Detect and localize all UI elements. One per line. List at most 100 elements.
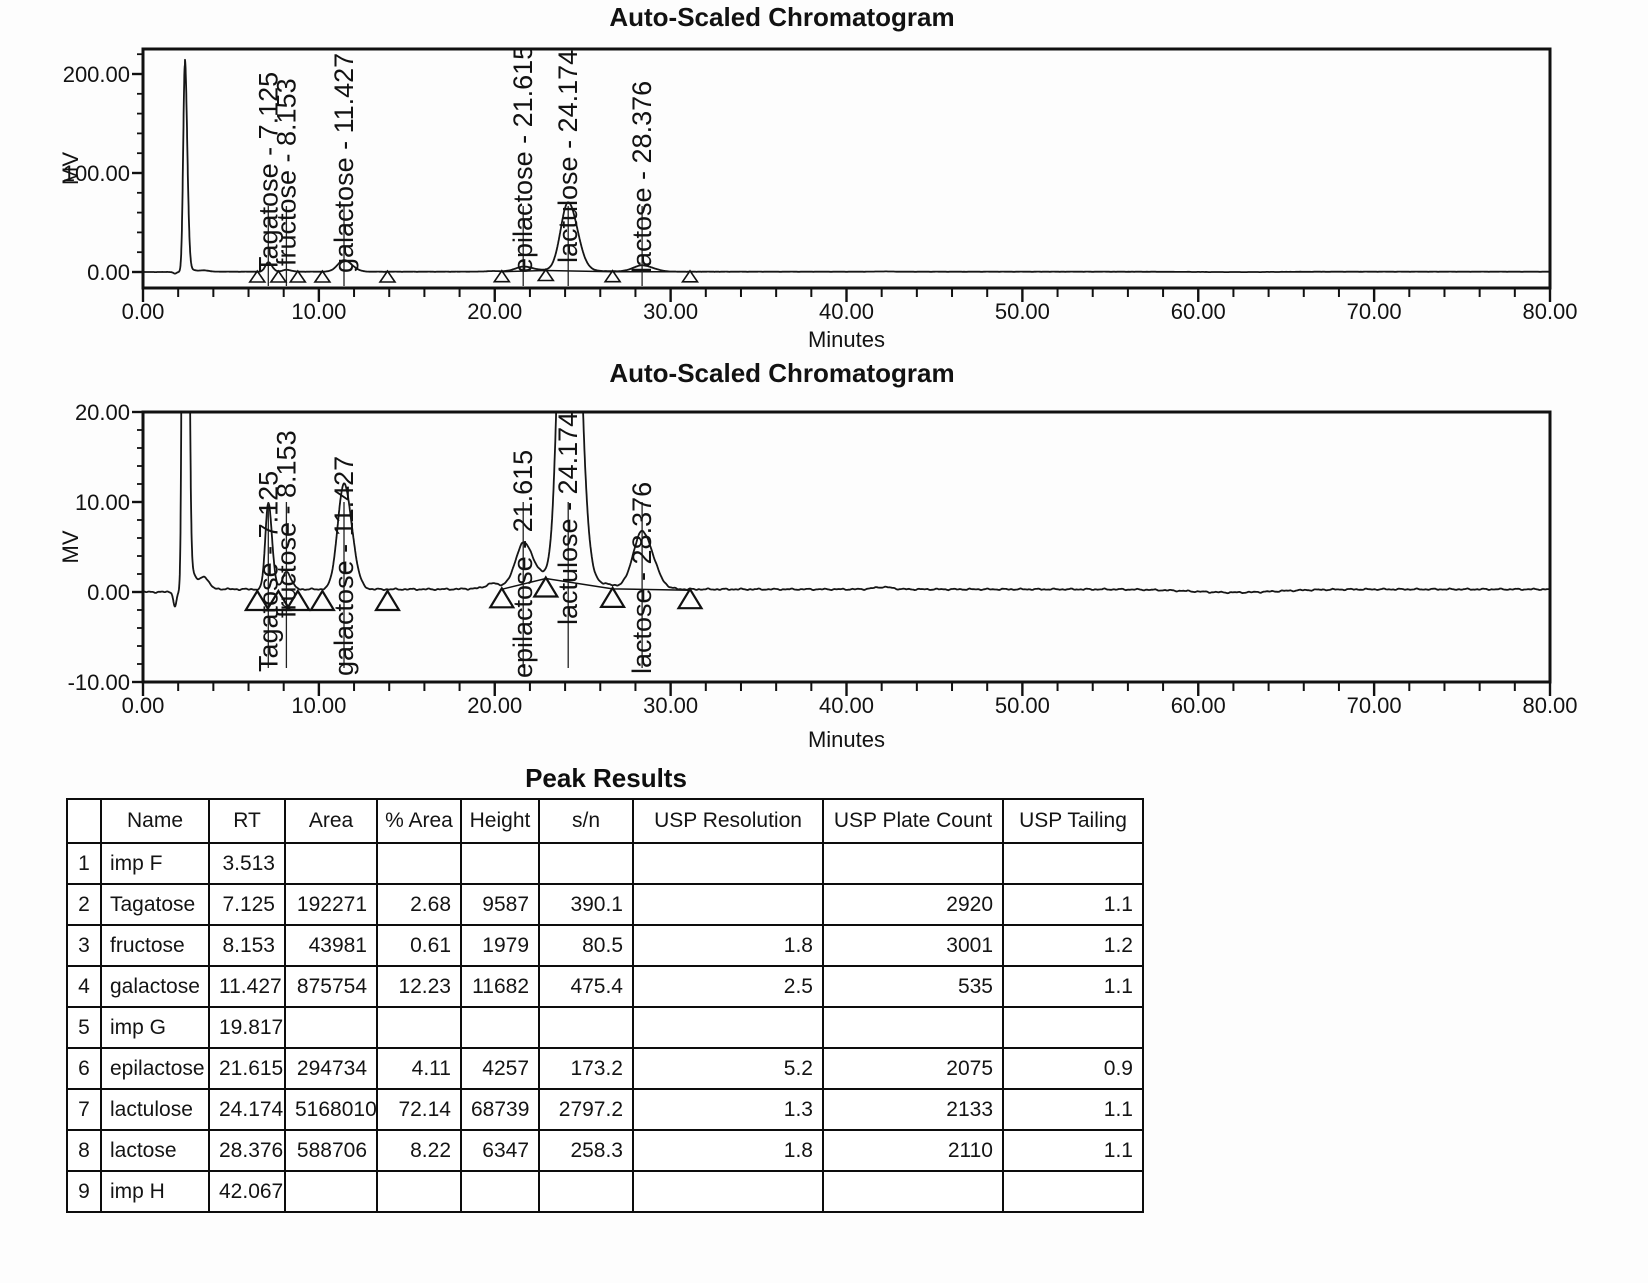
column-header: USP Tailing [1002, 798, 1144, 844]
peak-value-cell: 535 [822, 965, 1004, 1008]
peak-results-section: Peak Results Name RT Area% Area Height s/n US… [66, 764, 1146, 1213]
peak-value-cell: 1.8 [632, 1129, 824, 1172]
column-header: USP Plate Count [822, 798, 1004, 844]
peak-value-cell: 2920 [822, 883, 1004, 926]
peak-number-cell: 9 [66, 1170, 102, 1213]
plot-frame [141, 47, 1552, 290]
peak-value-cell: 8.153 [208, 924, 286, 967]
peak-value-cell [376, 842, 462, 885]
peak-value-cell: 1.8 [632, 924, 824, 967]
peak-value-cell: 5.2 [632, 1047, 824, 1090]
peak-value-cell: 1.1 [1002, 1129, 1144, 1172]
x-tick-label: 30.00 [643, 693, 698, 718]
y-tick-label: 20.00 [75, 400, 130, 425]
integration-mark-icon [284, 588, 312, 612]
column-header: USP Resolution [632, 798, 824, 844]
peak-value-cell: lactulose [100, 1088, 210, 1131]
integration-mark-icon [313, 269, 332, 283]
peak-value-cell [822, 1006, 1004, 1049]
peak-value-cell: 1.2 [1002, 924, 1144, 967]
peak-value-cell: 72.14 [376, 1088, 462, 1131]
peak-results-title: Peak Results [525, 763, 687, 793]
chromatogram-trace [143, 412, 1550, 608]
table-row: 7 lactulose 24.174 5168010 72.14 68739 2797.2 1… [66, 1088, 1144, 1131]
integration-mark-icon [269, 269, 288, 283]
peak-value-cell [460, 1170, 540, 1213]
x-tick-label: 0.00 [122, 693, 165, 718]
peak-value-cell: 1.3 [632, 1088, 824, 1131]
peak-value-cell: 1.1 [1002, 883, 1144, 926]
table-row: 1 imp F 3.513 [66, 842, 1144, 885]
x-tick-label: 70.00 [1347, 299, 1402, 324]
x-tick-label: 20.00 [467, 693, 522, 718]
chromatogram-trace [143, 58, 1550, 275]
integration-mark-icon [488, 586, 516, 609]
peak-value-cell [460, 842, 540, 885]
peak-value-cell [632, 1006, 824, 1049]
peak-value-cell [1002, 1170, 1144, 1213]
peak-label: lactulose - 24.174 [553, 50, 583, 263]
y-tick-label: 0.00 [87, 260, 130, 285]
chromatogram-charts: Auto-Scaled Chromatogram 0.00 10.00 20.00 30… [58, 2, 1578, 752]
peak-value-cell: Tagatose [100, 883, 210, 926]
peak-number-cell: 7 [66, 1088, 102, 1131]
peak-number-cell: 8 [66, 1129, 102, 1172]
column-header: s/n [538, 798, 634, 844]
x-tick-label: 40.00 [819, 693, 874, 718]
peak-value-cell: 42.067 [208, 1170, 286, 1213]
x-tick-label: 80.00 [1522, 693, 1577, 718]
peak-number-cell: 6 [66, 1047, 102, 1090]
plot-frame [141, 410, 1552, 684]
y-tick-label: 0.00 [87, 580, 130, 605]
x-tick-label: 50.00 [995, 299, 1050, 324]
x-tick-label: 20.00 [467, 299, 522, 324]
integration-mark-icon [243, 588, 271, 612]
integration-mark-icon [288, 269, 307, 283]
peak-value-cell: 2110 [822, 1129, 1004, 1172]
peak-value-cell: imp F [100, 842, 210, 885]
x-axis-label: Minutes [808, 327, 885, 352]
x-tick-label: 10.00 [291, 299, 346, 324]
peak-value-cell: 21.615 [208, 1047, 286, 1090]
peak-value-cell: 390.1 [538, 883, 634, 926]
peak-value-cell [632, 842, 824, 885]
column-header: Height [460, 798, 540, 844]
peak-value-cell: 2797.2 [538, 1088, 634, 1131]
x-tick-label: 40.00 [819, 299, 874, 324]
peak-value-cell: 2133 [822, 1088, 1004, 1131]
peak-label: lactose - 28.376 [627, 81, 657, 273]
peak-value-cell: 8.22 [376, 1129, 462, 1172]
peak-number-cell: 5 [66, 1006, 102, 1049]
peak-value-cell [822, 1170, 1004, 1213]
y-axis-label: MV [58, 152, 83, 185]
x-tick-label: 10.00 [291, 693, 346, 718]
peak-label: epilactose - 21.615 [508, 45, 538, 273]
column-header [66, 798, 102, 844]
axis-ticks [132, 53, 1552, 302]
column-header: Area [284, 798, 378, 844]
peak-value-cell [538, 1006, 634, 1049]
peak-label: galactose - 11.427 [329, 53, 359, 273]
peak-label: fructose - 8.153 [271, 78, 301, 266]
peak-value-cell: 0.9 [1002, 1047, 1144, 1090]
integration-mark-icon [248, 269, 267, 283]
peak-value-cell [538, 842, 634, 885]
table-row: 4 galactose 11.427 875754 12.23 11682 475.4 2.5… [66, 965, 1144, 1008]
peak-value-cell: 588706 [284, 1129, 378, 1172]
x-tick-label: 70.00 [1347, 693, 1402, 718]
peak-value-cell [1002, 842, 1144, 885]
peak-value-cell: 11.427 [208, 965, 286, 1008]
peak-number-cell: 3 [66, 924, 102, 967]
integration-mark-icon [680, 269, 700, 283]
peak-value-cell [284, 842, 378, 885]
integration-marks [248, 268, 700, 283]
peak-value-cell: 3001 [822, 924, 1004, 967]
peak-value-cell [284, 1006, 378, 1049]
x-tick-label: 50.00 [995, 693, 1050, 718]
peak-value-cell [284, 1170, 378, 1213]
integration-mark-icon [603, 269, 622, 283]
peak-value-cell [822, 842, 1004, 885]
peak-label: lactulose - 24.174 [553, 412, 583, 625]
peak-value-cell [538, 1170, 634, 1213]
